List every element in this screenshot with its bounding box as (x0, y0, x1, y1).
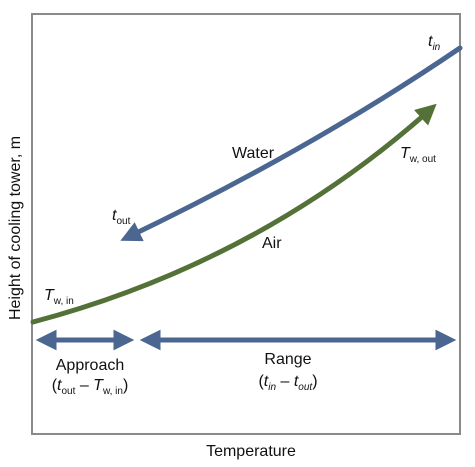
air-label: Air (262, 235, 282, 252)
y-axis-label: Height of cooling tower, m (7, 136, 24, 320)
tw-in-label: Tw, in (44, 287, 74, 307)
t-out-label: tout (112, 207, 131, 227)
water-label: Water (232, 145, 275, 162)
range-label: Range (264, 351, 311, 368)
tw-out-label: Tw, out (400, 145, 436, 165)
approach-expression: (tout – Tw, in) (52, 377, 129, 397)
t-in-label: tin (428, 33, 441, 53)
water-curve (120, 45, 463, 242)
air-curve (30, 103, 437, 325)
plot-frame (31, 13, 461, 435)
approach-label: Approach (56, 357, 125, 374)
range-expression: (tin – tout) (258, 373, 317, 393)
x-axis-label: Temperature (206, 443, 296, 460)
